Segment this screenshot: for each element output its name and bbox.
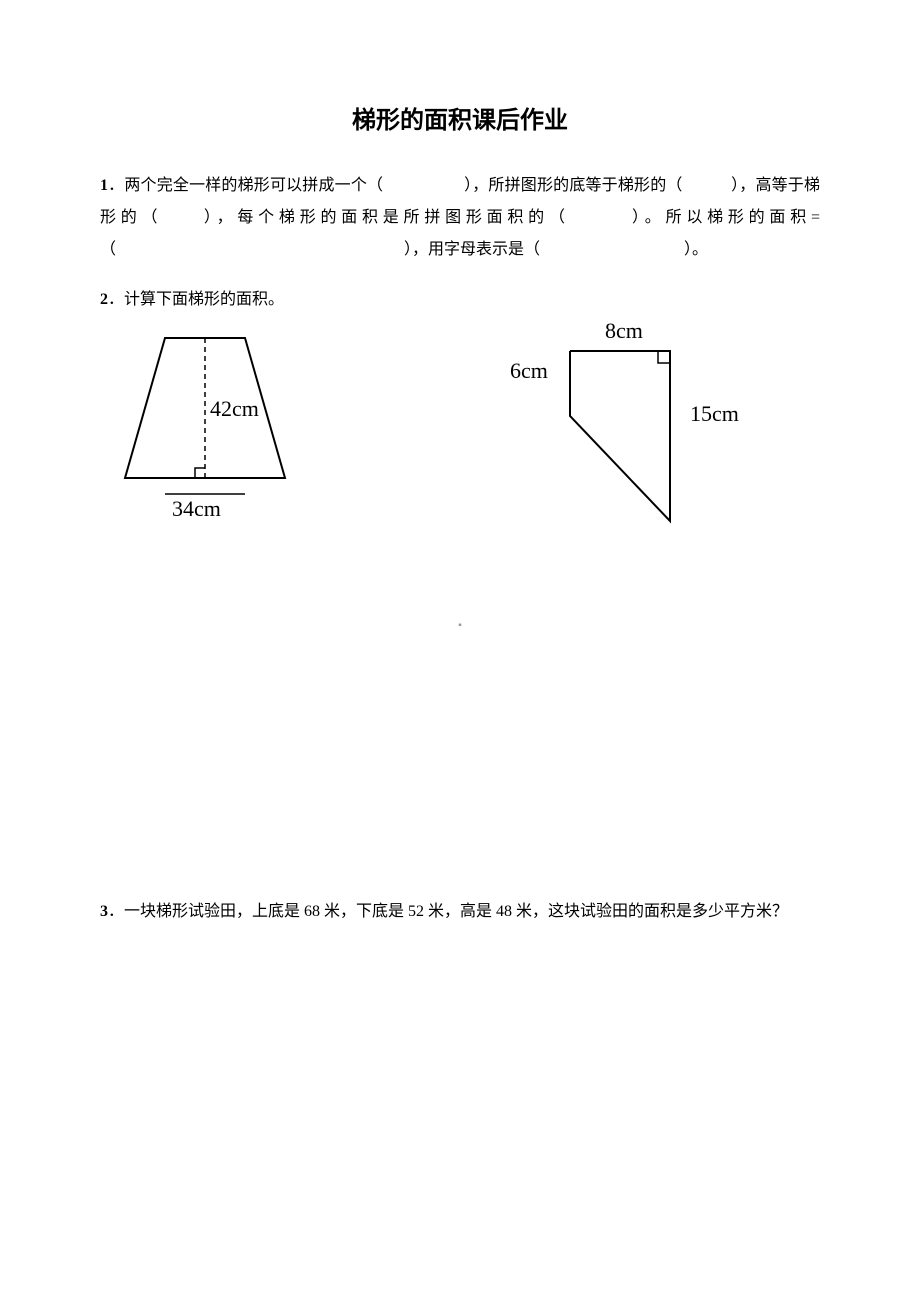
left-label: 6cm — [510, 358, 548, 383]
page: 梯形的面积课后作业 1．两个完全一样的梯形可以拼成一个（ ），所拼图形的底等于梯… — [0, 0, 920, 968]
right-label: 15cm — [690, 401, 739, 426]
right-angle-mark-tr — [658, 351, 670, 363]
center-marker: ▪ — [458, 620, 462, 631]
trapezoid-svg: 42cm 34cm — [110, 326, 310, 526]
base-label: 34cm — [172, 496, 221, 521]
figures-row: 42cm 34cm 8cm 6cm 15cm — [100, 326, 820, 546]
question-2: 2．计算下面梯形的面积。 — [100, 284, 820, 316]
question-1: 1．两个完全一样的梯形可以拼成一个（ ），所拼图形的底等于梯形的（ ），高等于梯… — [100, 170, 820, 266]
q1-text: ．两个完全一样的梯形可以拼成一个（ ），所拼图形的底等于梯形的（ ），高等于梯形… — [100, 177, 820, 258]
figure-right-trapezoid: 8cm 6cm 15cm — [490, 316, 770, 541]
question-3: 3．一块梯形试验田，上底是 68 米，下底是 52 米，高是 48 米，这块试验… — [100, 896, 820, 928]
q1-number: 1 — [100, 177, 108, 194]
q2-text: ．计算下面梯形的面积。 — [108, 291, 284, 308]
top-label: 8cm — [605, 318, 643, 343]
right-trap-shape — [570, 351, 670, 521]
q3-number: 3 — [100, 903, 108, 920]
page-title: 梯形的面积课后作业 — [100, 100, 820, 135]
q3-text: ．一块梯形试验田，上底是 68 米，下底是 52 米，高是 48 米，这块试验田… — [108, 903, 788, 920]
figure-left-trapezoid: 42cm 34cm — [110, 326, 310, 531]
height-label: 42cm — [210, 396, 259, 421]
right-angle-mark-bottom — [195, 468, 205, 478]
right-trapezoid-svg: 8cm 6cm 15cm — [490, 316, 770, 536]
q2-number: 2 — [100, 291, 108, 308]
